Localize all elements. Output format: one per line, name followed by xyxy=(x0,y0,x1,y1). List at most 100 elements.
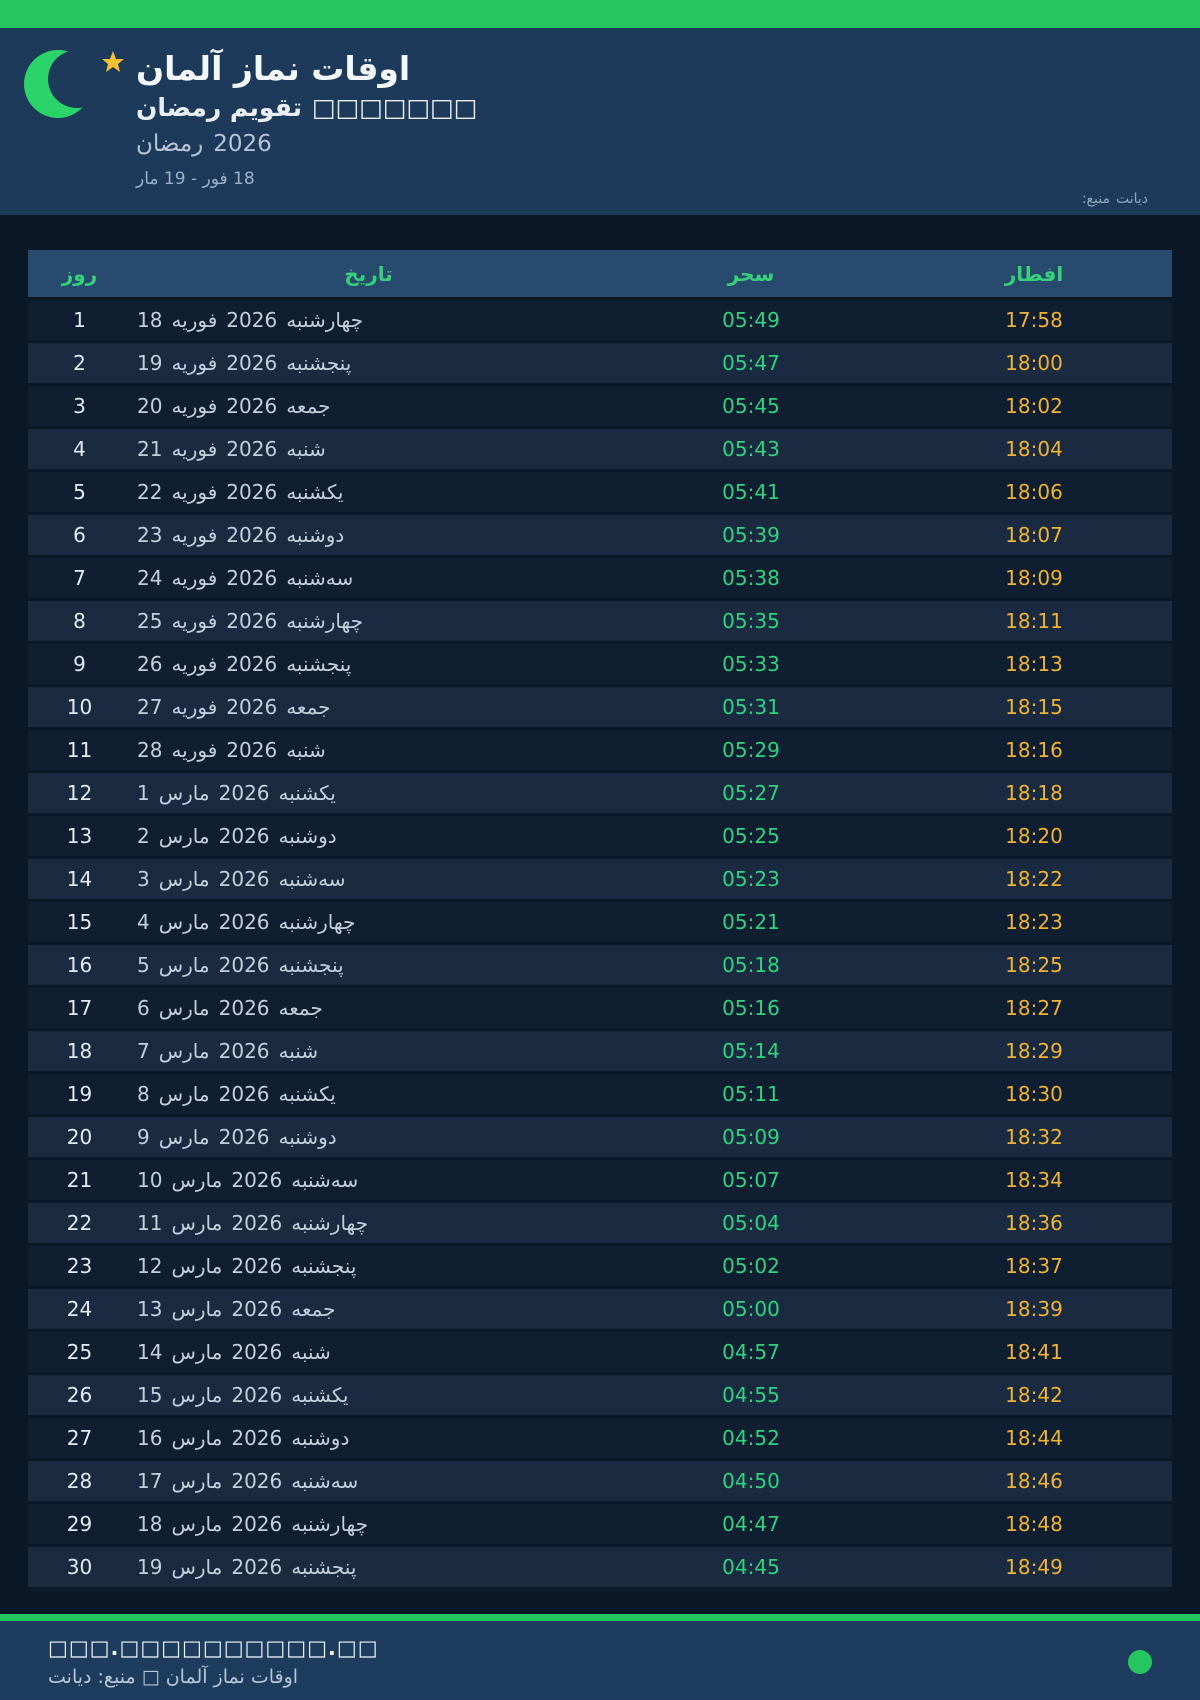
table-row: 2 19 فوریه 2026 پنجشنبه 05:47 18:00 xyxy=(28,343,1172,383)
date-day: 28 xyxy=(137,738,163,762)
page-footer: □□□.□□□□□□□□□□.□□ اوقات نماز آلمان □ منب… xyxy=(0,1621,1200,1700)
table-row: 28 17 مارس 2026 سه‌شنبه 04:50 18:46 xyxy=(28,1461,1172,1501)
sahar-time: 05:39 xyxy=(722,523,780,547)
date-year: 2026 xyxy=(231,1254,283,1278)
day-number: 30 xyxy=(66,1555,93,1579)
column-header-sahar: سحر xyxy=(727,261,775,286)
date-month: فوریه xyxy=(171,652,218,676)
date-weekday: چهارشنبه xyxy=(286,308,364,332)
date-cell: 11 مارس 2026 چهارشنبه xyxy=(131,1203,606,1243)
date-year: 2026 xyxy=(226,566,278,590)
table-row: 1 18 فوریه 2026 چهارشنبه 05:49 17:58 xyxy=(28,300,1172,340)
iftar-time: 18:18 xyxy=(1005,781,1063,805)
table-row: 26 15 مارس 2026 یکشنبه 04:55 18:42 xyxy=(28,1375,1172,1415)
date-day: 12 xyxy=(137,1254,163,1278)
date-range: 18 فور - 19 مار xyxy=(136,169,255,189)
table-row: 4 21 فوریه 2026 شنبه 05:43 18:04 xyxy=(28,429,1172,469)
day-number: 26 xyxy=(66,1383,93,1407)
sahar-time: 04:52 xyxy=(722,1426,780,1450)
iftar-time: 18:13 xyxy=(1005,652,1063,676)
date-day: 2 xyxy=(137,824,150,848)
date-cell: 15 مارس 2026 یکشنبه xyxy=(131,1375,606,1415)
iftar-time: 18:41 xyxy=(1005,1340,1063,1364)
day-number: 23 xyxy=(66,1254,93,1278)
table-row: 22 11 مارس 2026 چهارشنبه 05:04 18:36 xyxy=(28,1203,1172,1243)
date-weekday: چهارشنبه xyxy=(291,1211,369,1235)
table-row: 13 2 مارس 2026 دوشنبه 05:25 18:20 xyxy=(28,816,1172,856)
date-day: 9 xyxy=(137,1125,150,1149)
date-cell: 21 فوریه 2026 شنبه xyxy=(131,429,606,469)
date-weekday: سه‌شنبه xyxy=(291,1469,359,1493)
date-month: فوریه xyxy=(171,695,218,719)
date-month: مارس xyxy=(171,1211,223,1235)
sahar-time: 05:27 xyxy=(722,781,780,805)
day-number: 15 xyxy=(66,910,93,934)
date-weekday: پنجشنبه xyxy=(291,1254,357,1278)
date-year: 2026 xyxy=(218,781,270,805)
sahar-time: 05:14 xyxy=(722,1039,780,1063)
table-row: 23 12 مارس 2026 پنجشنبه 05:02 18:37 xyxy=(28,1246,1172,1286)
day-number: 7 xyxy=(73,566,86,590)
sahar-time: 05:35 xyxy=(722,609,780,633)
sahar-time: 05:25 xyxy=(722,824,780,848)
iftar-time: 18:32 xyxy=(1005,1125,1063,1149)
footer-attribution: اوقات نماز آلمان □ منبع: دیانت xyxy=(48,1666,299,1688)
sahar-time: 05:38 xyxy=(722,566,780,590)
iftar-time: 18:16 xyxy=(1005,738,1063,762)
date-cell: 18 فوریه 2026 چهارشنبه xyxy=(131,300,606,340)
sahar-time: 04:57 xyxy=(722,1340,780,1364)
table-row: 6 23 فوریه 2026 دوشنبه 05:39 18:07 xyxy=(28,515,1172,555)
star-icon xyxy=(102,51,124,72)
table-row: 18 7 مارس 2026 شنبه 05:14 18:29 xyxy=(28,1031,1172,1071)
date-cell: 23 فوریه 2026 دوشنبه xyxy=(131,515,606,555)
table-row: 15 4 مارس 2026 چهارشنبه 05:21 18:23 xyxy=(28,902,1172,942)
date-day: 8 xyxy=(137,1082,150,1106)
sahar-time: 05:29 xyxy=(722,738,780,762)
date-cell: 1 مارس 2026 یکشنبه xyxy=(131,773,606,813)
iftar-time: 18:22 xyxy=(1005,867,1063,891)
date-cell: 19 فوریه 2026 پنجشنبه xyxy=(131,343,606,383)
date-year: 2026 xyxy=(218,1039,270,1063)
date-day: 17 xyxy=(137,1469,163,1493)
sahar-time: 05:11 xyxy=(722,1082,780,1106)
date-day: 13 xyxy=(137,1297,163,1321)
date-day: 24 xyxy=(137,566,163,590)
iftar-time: 18:27 xyxy=(1005,996,1063,1020)
table-row: 27 16 مارس 2026 دوشنبه 04:52 18:44 xyxy=(28,1418,1172,1458)
table-row: 5 22 فوریه 2026 یکشنبه 05:41 18:06 xyxy=(28,472,1172,512)
table-row: 17 6 مارس 2026 جمعه 05:16 18:27 xyxy=(28,988,1172,1028)
sahar-time: 05:47 xyxy=(722,351,780,375)
date-month: مارس xyxy=(171,1426,223,1450)
date-day: 22 xyxy=(137,480,163,504)
date-month: فوریه xyxy=(171,609,218,633)
date-year: 2026 xyxy=(231,1512,283,1536)
sahar-time: 05:16 xyxy=(722,996,780,1020)
sahar-time: 05:00 xyxy=(722,1297,780,1321)
table-row: 30 19 مارس 2026 پنجشنبه 04:45 18:49 xyxy=(28,1547,1172,1587)
date-month: فوریه xyxy=(171,308,218,332)
day-number: 6 xyxy=(73,523,86,547)
date-weekday: دوشنبه xyxy=(278,1125,337,1149)
day-number: 12 xyxy=(66,781,93,805)
sahar-time: 05:43 xyxy=(722,437,780,461)
date-day: 16 xyxy=(137,1426,163,1450)
date-year: 2026 xyxy=(231,1211,283,1235)
day-number: 25 xyxy=(66,1340,93,1364)
date-weekday: شنبه xyxy=(286,738,326,762)
date-weekday: یکشنبه xyxy=(286,480,344,504)
date-weekday: چهارشنبه xyxy=(286,609,364,633)
date-day: 7 xyxy=(137,1039,150,1063)
date-day: 1 xyxy=(137,781,150,805)
iftar-time: 18:49 xyxy=(1005,1555,1063,1579)
day-number: 22 xyxy=(66,1211,93,1235)
date-month: مارس xyxy=(171,1555,223,1579)
iftar-time: 18:07 xyxy=(1005,523,1063,547)
season-year: 2026 xyxy=(213,131,272,157)
day-number: 1 xyxy=(73,308,86,332)
table-row: 24 13 مارس 2026 جمعه 05:00 18:39 xyxy=(28,1289,1172,1329)
date-cell: 28 فوریه 2026 شنبه xyxy=(131,730,606,770)
crescent-moon-icon xyxy=(20,36,132,132)
spacer xyxy=(0,215,1200,250)
iftar-time: 18:11 xyxy=(1005,609,1063,633)
date-month: مارس xyxy=(158,953,210,977)
